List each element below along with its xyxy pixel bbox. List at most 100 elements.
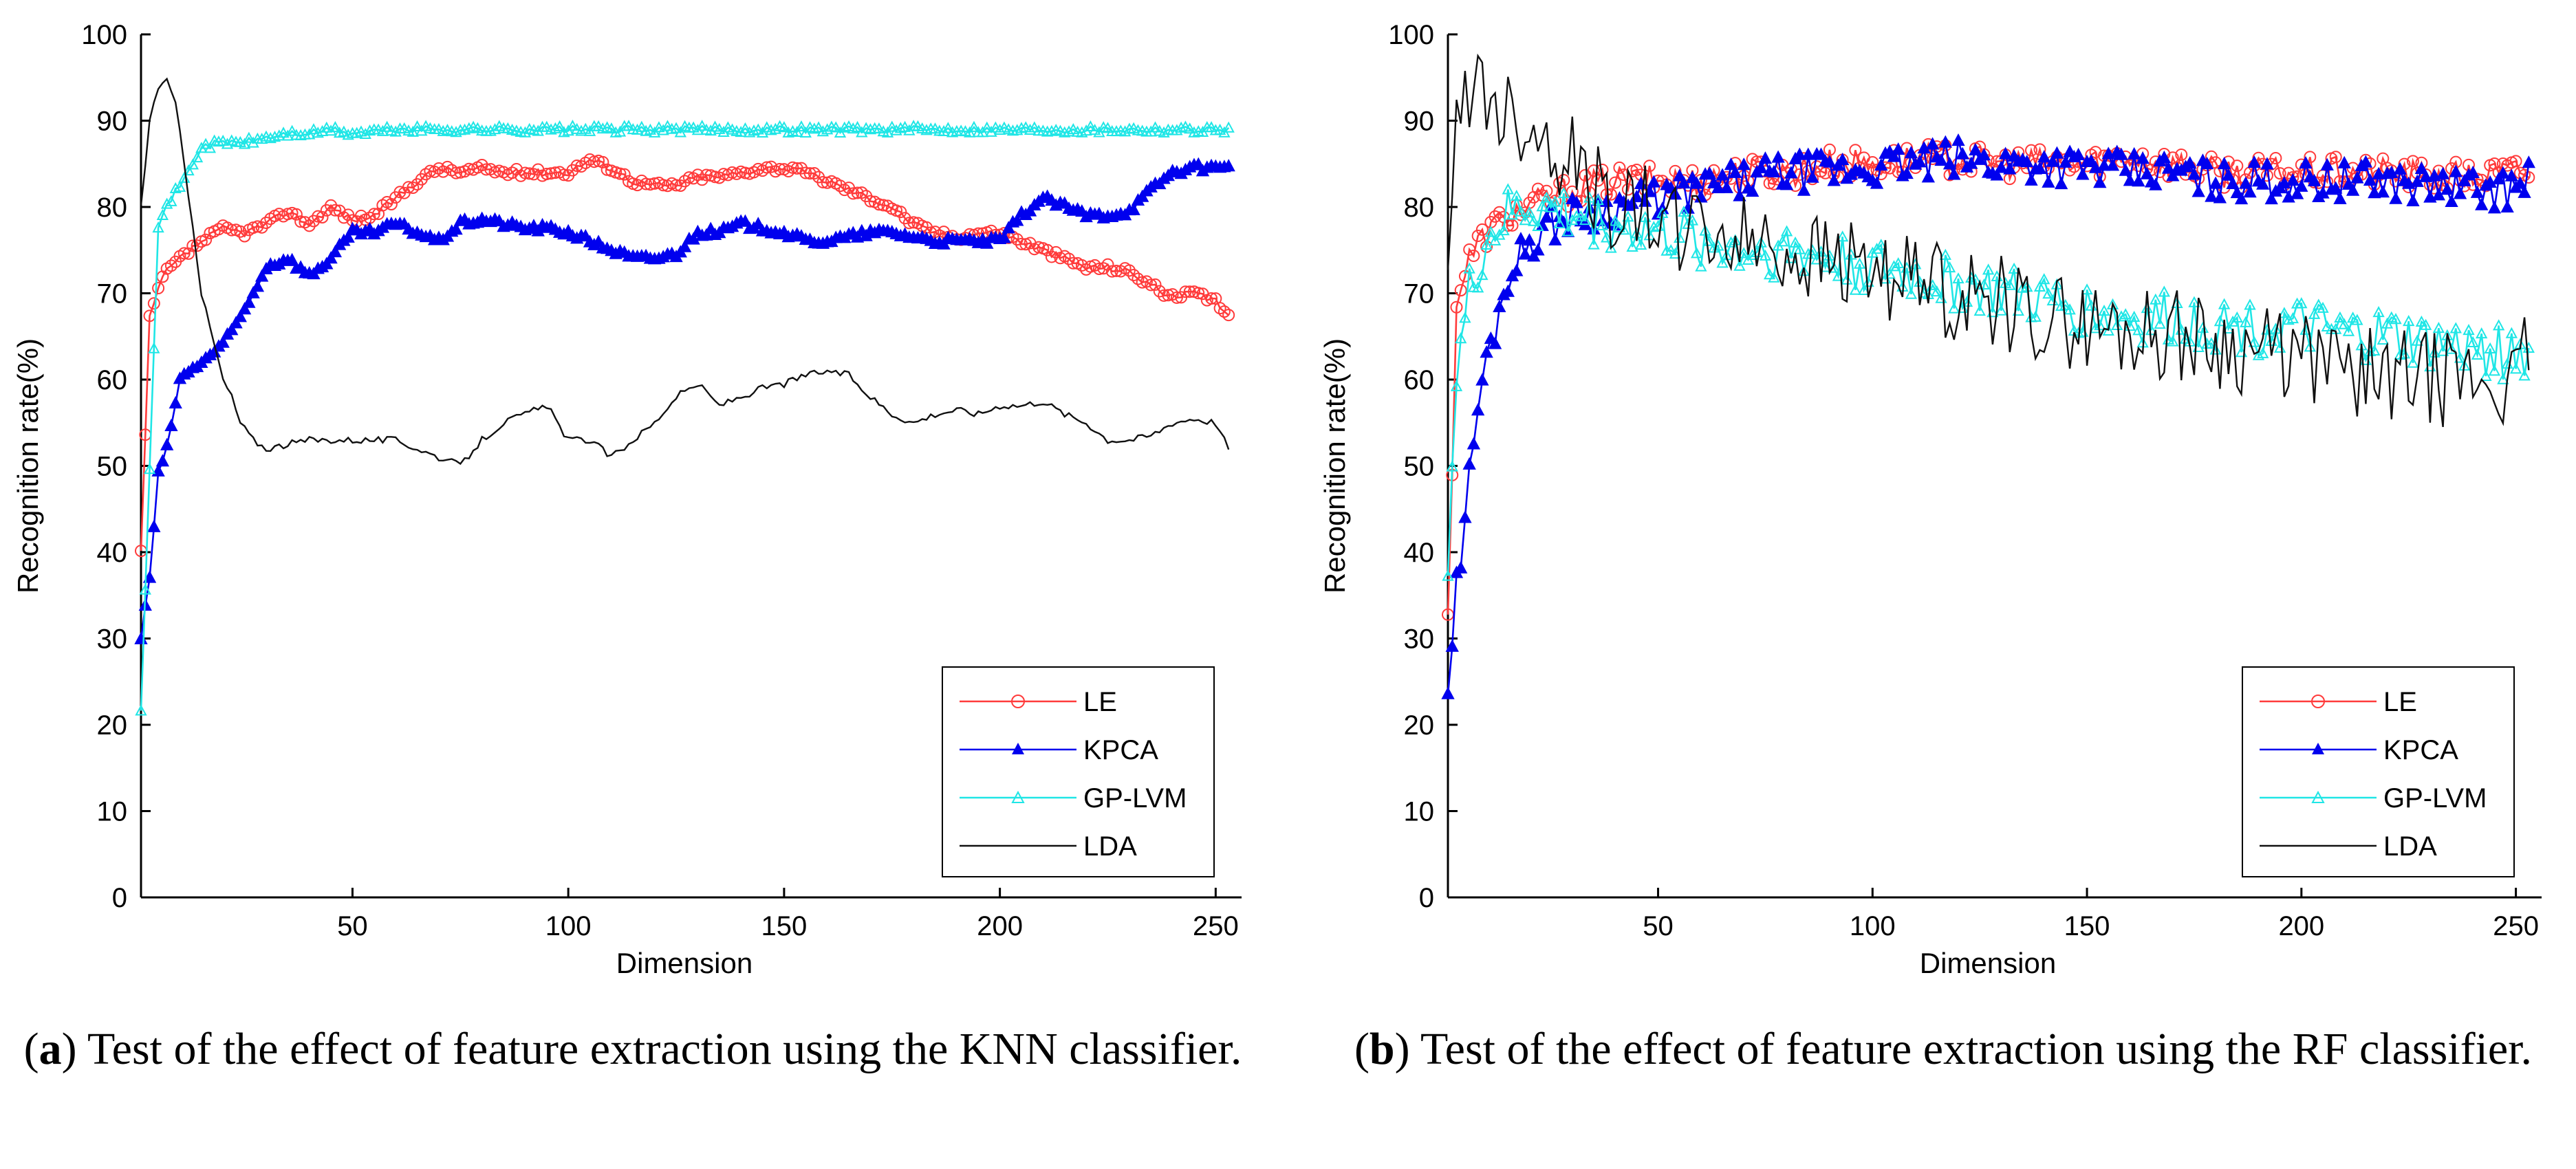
data-point (1561, 225, 1574, 237)
data-point (1755, 236, 1767, 248)
data-point (2119, 308, 2132, 320)
data-point (2141, 302, 2154, 314)
x-tick-label: 50 (1643, 911, 1674, 941)
data-point (1737, 157, 1751, 171)
data-point (1171, 124, 1183, 135)
data-point (799, 126, 812, 138)
data-point (389, 125, 402, 137)
legend-item: LDA (960, 831, 1137, 862)
data-point (2248, 336, 2260, 347)
data-point (850, 230, 865, 243)
data-point (873, 122, 885, 134)
data-point (653, 121, 665, 133)
data-point (1965, 156, 1978, 169)
y-axis-label: Recognition rate(%) (12, 338, 44, 593)
legend-item: KPCA (2260, 735, 2458, 765)
data-point (2377, 333, 2389, 345)
data-point (2337, 155, 2351, 168)
data-point (2269, 152, 2282, 165)
data-point (2191, 184, 2205, 197)
data-point (2368, 186, 2381, 199)
data-point (847, 187, 860, 200)
data-point (2317, 301, 2329, 313)
data-point (1609, 215, 1621, 226)
data-point (1191, 157, 1205, 170)
data-point (2372, 306, 2385, 318)
data-point (2350, 171, 2364, 184)
data-point (553, 120, 566, 132)
data-point (2029, 310, 2042, 322)
y-tick-label: 60 (97, 365, 128, 395)
caption-b-text: Test of the effect of feature extraction… (1420, 1024, 2533, 1074)
data-point (2329, 181, 2343, 194)
data-point (678, 239, 692, 252)
y-tick-label: 30 (1404, 624, 1435, 655)
data-point (299, 216, 312, 229)
data-point (575, 124, 587, 136)
y-tick-label: 20 (1404, 710, 1435, 741)
data-point (751, 217, 765, 230)
data-point (2243, 185, 2257, 198)
data-point (450, 126, 462, 138)
data-point (2411, 334, 2423, 346)
y-tick-label: 10 (1404, 797, 1435, 827)
data-point (333, 127, 346, 138)
data-point (541, 120, 553, 132)
legend-marker (1011, 695, 1025, 708)
data-point (1711, 180, 1725, 194)
data-point (1827, 173, 1841, 186)
data-point (2308, 307, 2321, 319)
data-point (255, 269, 269, 282)
data-point (156, 208, 169, 220)
data-point (1548, 232, 1562, 245)
data-point (2042, 175, 2055, 188)
data-point (1463, 262, 1475, 274)
y-axis-label: Recognition rate(%) (1319, 338, 1351, 593)
data-point (1814, 147, 1828, 160)
data-point (2406, 155, 2419, 168)
data-point (1836, 230, 1849, 242)
data-point (1990, 168, 2004, 181)
data-point (2295, 179, 2308, 192)
data-point (221, 138, 234, 149)
data-point (898, 120, 911, 132)
series-gp-lvm (135, 119, 1235, 716)
data-point (1446, 460, 1458, 472)
series-line (140, 164, 1229, 640)
data-point (1939, 248, 1951, 260)
data-point (2487, 201, 2502, 214)
data-point (2167, 335, 2179, 347)
data-point (2205, 189, 2218, 202)
data-point (812, 121, 825, 133)
data-point (1793, 243, 1806, 254)
data-point (558, 126, 570, 138)
y-tick-label: 90 (97, 107, 128, 137)
data-point (2440, 182, 2454, 195)
data-point (1793, 147, 1806, 160)
data-point (151, 463, 165, 477)
data-point (1887, 260, 1901, 272)
data-point (765, 124, 777, 135)
data-point (2111, 318, 2123, 331)
data-point (545, 123, 557, 135)
data-point (2234, 191, 2249, 205)
legend-label: LDA (1083, 831, 1137, 862)
data-point (1925, 137, 1940, 150)
data-point (1998, 146, 2013, 160)
data-point (1678, 206, 1690, 217)
data-point (1019, 121, 1032, 133)
data-point (1046, 124, 1058, 136)
data-point (1887, 149, 1901, 162)
data-point (164, 418, 178, 431)
data-point (1724, 157, 1738, 171)
data-point (920, 124, 933, 135)
data-point (2231, 160, 2244, 173)
data-point (2239, 176, 2253, 189)
data-point (1045, 250, 1058, 263)
data-point (2076, 167, 2090, 180)
data-point (2471, 348, 2484, 360)
data-point (2313, 298, 2325, 310)
caption-b: (b) Test of the effect of feature extrac… (1354, 1024, 2533, 1074)
data-point (380, 120, 393, 132)
data-point (2003, 162, 2017, 175)
